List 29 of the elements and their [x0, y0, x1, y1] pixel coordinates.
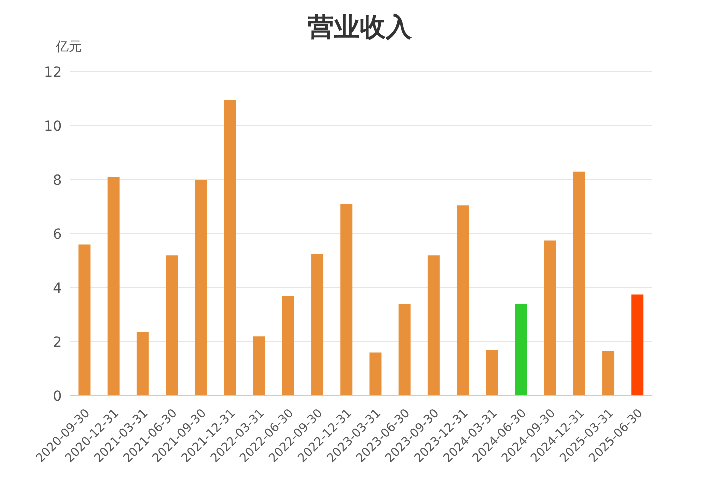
bar [428, 256, 440, 396]
y-tick-label: 4 [53, 280, 62, 297]
bar [312, 254, 324, 396]
y-tick-label: 2 [53, 334, 62, 351]
bar [573, 172, 586, 396]
bar [78, 244, 91, 396]
bar [195, 180, 208, 396]
bar [544, 240, 556, 396]
y-tick-label: 10 [44, 118, 62, 135]
bar [136, 332, 149, 396]
bar [224, 100, 236, 396]
y-tick-label: 0 [53, 388, 62, 405]
bar [108, 177, 120, 396]
bar [370, 352, 382, 396]
bar [457, 206, 470, 396]
bar [632, 294, 644, 396]
y-tick-label: 12 [44, 64, 62, 81]
bar [398, 304, 411, 396]
y-axis-title: 亿元 [56, 39, 82, 56]
bar [340, 204, 353, 396]
bar [486, 350, 498, 396]
y-tick-label: 8 [53, 172, 62, 189]
bar [282, 296, 294, 396]
bar [166, 256, 178, 396]
y-tick-label: 6 [53, 226, 62, 243]
bar [515, 304, 528, 396]
chart-title: 营业收入 [308, 13, 412, 43]
bar [602, 351, 615, 396]
bar [253, 336, 266, 396]
